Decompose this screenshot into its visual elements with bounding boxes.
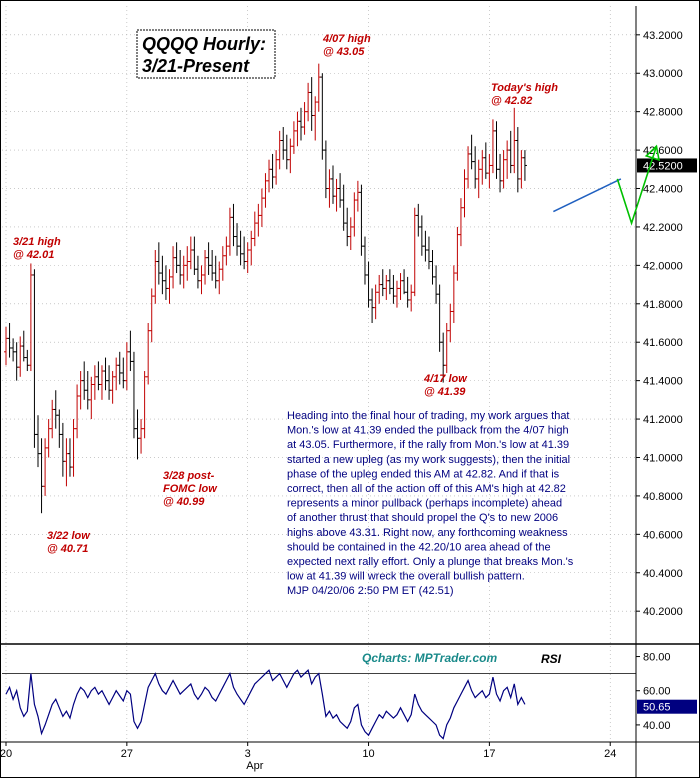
- annotation-line: 4/07 high: [322, 33, 371, 45]
- annotation-line: @ 40.71: [47, 543, 88, 555]
- projection-arrowhead: [644, 144, 661, 162]
- annotation-line: @ 41.39: [424, 386, 466, 398]
- chart-title-line-1: QQQQ Hourly:: [142, 34, 266, 54]
- commentary-line: Mon.'s low at 41.39 ended the pullback f…: [287, 425, 569, 437]
- annotation-line: FOMC low: [163, 483, 218, 495]
- commentary-line: expected next rally effort. Only a plung…: [287, 556, 574, 568]
- annotation-4-17-low: 4/17 low @ 41.39: [423, 373, 468, 398]
- chart-title-line-2: 3/21-Present: [142, 56, 250, 76]
- month-label: Apr: [246, 760, 263, 772]
- rsi-tick-label: 80.00: [643, 652, 671, 664]
- commentary-text: Heading into the final hour of trading, …: [287, 410, 574, 597]
- rsi-axis: 80.00 60.00 40.00 50.65: [0, 652, 700, 743]
- price-tick-label: 40.8000: [643, 491, 683, 503]
- commentary-line: represents a minor pullback (perhaps inc…: [287, 498, 562, 510]
- time-axis: 20 27 3 10 17 24 Apr: [0, 742, 616, 772]
- price-tick-label: 40.4000: [643, 568, 683, 580]
- annotation-line: 3/21 high: [13, 236, 61, 248]
- rsi-tick-label: 40.00: [643, 720, 671, 732]
- price-tick-label: 41.0000: [643, 452, 683, 464]
- commentary-line: highs above 43.31. Right now, any forthc…: [287, 527, 568, 539]
- annotation-line: @ 40.99: [163, 496, 205, 508]
- price-tick-label: 40.6000: [643, 529, 683, 541]
- annotation-4-07-high: 4/07 high @ 43.05: [322, 33, 371, 58]
- rsi-current-label: 50.65: [643, 702, 671, 714]
- annotation-line: @ 43.05: [323, 46, 365, 58]
- commentary-line: at 43.05. Furthermore, if the rally from…: [287, 439, 569, 451]
- time-tick-label: 20: [0, 748, 12, 760]
- price-tick-label: 42.8000: [643, 107, 683, 119]
- rsi-label: RSI: [541, 652, 562, 666]
- commentary-line: correct, then all of the action off of t…: [287, 483, 566, 495]
- time-tick-label: 3: [245, 748, 251, 760]
- annotation-3-21-high: 3/21 high @ 42.01: [13, 236, 61, 261]
- price-axis: 43.2000 43.0000 42.8000 42.6000 42.4000 42.20…: [635, 6, 697, 778]
- time-tick-label: 24: [604, 748, 616, 760]
- projection-path: [616, 146, 658, 226]
- price-tick-label: 42.4000: [643, 184, 683, 196]
- rsi-source-label: Qcharts: MPTrader.com: [362, 651, 497, 665]
- rsi-current-box: [637, 699, 697, 714]
- title-box: [136, 29, 276, 79]
- support-trendline: [553, 178, 622, 213]
- annotation-3-22-low: 3/22 low @ 40.71: [47, 530, 91, 555]
- price-tick-label: 40.2000: [643, 606, 683, 618]
- price-tick-label: 43.2000: [643, 30, 683, 42]
- time-tick-label: 17: [483, 748, 495, 760]
- commentary-line: started a new upleg (as my work suggests…: [287, 454, 570, 466]
- annotation-line: 3/22 low: [47, 530, 91, 542]
- commentary-line: MJP 04/20/06 2:50 PM ET (42.51): [287, 585, 454, 597]
- annotation-line: Today's high: [491, 82, 558, 94]
- price-tick-label: 41.4000: [643, 376, 683, 388]
- commentary-line: phase of the upleg ended this AM at 42.8…: [287, 468, 560, 480]
- annotation-line: @ 42.82: [491, 95, 532, 107]
- commentary-line: Heading into the final hour of trading, …: [287, 410, 570, 422]
- current-price-label: 42.5200: [643, 160, 683, 172]
- rsi-tick-label: 60.00: [643, 686, 671, 698]
- rsi-line: [5, 669, 526, 740]
- price-tick-label: 41.2000: [643, 414, 683, 426]
- time-tick-label: 10: [362, 748, 374, 760]
- price-tick-label: 42.6000: [643, 145, 683, 157]
- annotation-todays-high: Today's high @ 42.82: [491, 82, 558, 107]
- price-tick-label: 42.2000: [643, 222, 683, 234]
- annotation-line: 3/28 post-: [163, 470, 215, 482]
- annotation-line: @ 42.01: [13, 249, 54, 261]
- commentary-line: low at 41.39 will wreck the overall bull…: [287, 571, 525, 583]
- commentary-line: of another thrust that should propel the…: [287, 512, 558, 524]
- price-bars: [4, 63, 527, 514]
- time-tick-label: 27: [121, 748, 133, 760]
- price-tick-label: 42.0000: [643, 260, 683, 272]
- price-tick-label: 43.0000: [643, 68, 683, 80]
- price-tick-label: 41.6000: [643, 337, 683, 349]
- price-tick-label: 41.8000: [643, 299, 683, 311]
- annotation-3-28-low: 3/28 post- FOMC low @ 40.99: [163, 470, 218, 508]
- annotation-line: 4/17 low: [423, 373, 468, 385]
- commentary-line: should be contained in the 42.20/10 area…: [287, 541, 551, 553]
